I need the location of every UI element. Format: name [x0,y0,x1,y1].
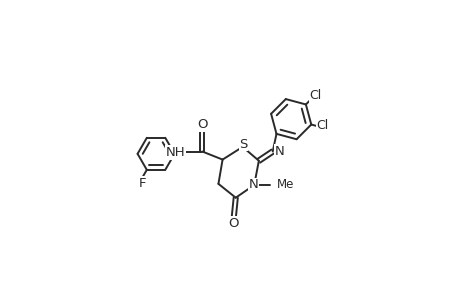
Text: Cl: Cl [316,119,328,132]
Text: NH: NH [165,146,185,159]
Text: O: O [196,118,207,131]
Text: O: O [228,217,238,230]
Text: Me: Me [277,178,294,191]
Text: Cl: Cl [309,89,321,103]
Text: N: N [274,145,284,158]
Text: N: N [248,178,258,191]
Text: S: S [239,138,247,151]
Text: F: F [138,177,146,190]
